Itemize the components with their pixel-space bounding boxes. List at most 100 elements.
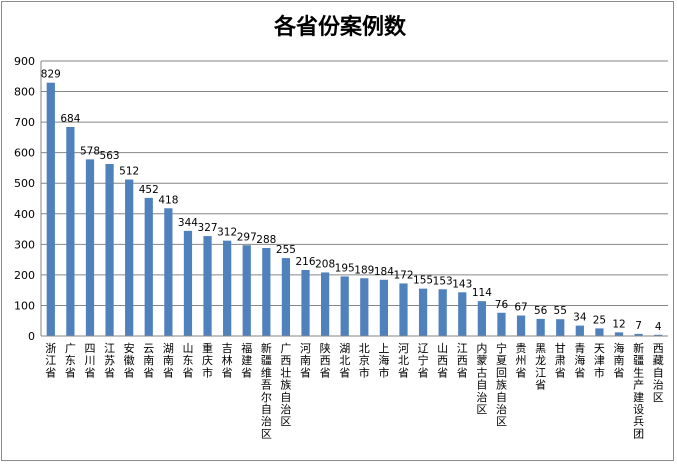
data-label: 172	[393, 269, 413, 281]
bar	[105, 163, 114, 336]
x-tick-label: 山东省	[182, 342, 193, 379]
data-label: 312	[217, 227, 237, 239]
x-tick-label: 山西省	[437, 342, 448, 379]
x-tick-label: 西藏自治区	[653, 342, 664, 404]
bar	[438, 289, 447, 336]
data-label: 297	[237, 231, 257, 243]
data-label: 195	[335, 262, 355, 274]
x-tick-label: 贵州省	[516, 342, 527, 379]
bar	[203, 236, 212, 336]
x-tick-label: 湖南省	[163, 342, 174, 379]
data-label: 153	[433, 275, 453, 287]
x-tick-label: 福建省	[241, 341, 252, 379]
y-tick-label: 600	[14, 147, 35, 160]
bar	[614, 332, 624, 336]
y-tick-label: 700	[14, 116, 35, 129]
y-tick-label: 200	[14, 269, 35, 282]
bar	[458, 292, 467, 336]
data-label: 512	[119, 166, 139, 178]
y-tick-label: 800	[14, 86, 35, 99]
y-tick-label: 0	[28, 330, 35, 343]
data-label: 452	[139, 184, 159, 196]
x-tick-label: 湖北省	[339, 342, 350, 379]
x-tick-label: 广东省	[65, 342, 76, 379]
bar	[262, 248, 271, 336]
x-tick-label: 新疆生产建设兵团	[633, 341, 644, 440]
bar	[536, 318, 545, 336]
bar	[281, 258, 291, 336]
x-tick-label: 上海市	[378, 342, 389, 379]
y-tick-label: 900	[14, 55, 35, 68]
data-label: 418	[158, 194, 178, 206]
data-label: 143	[452, 278, 472, 290]
y-axis-ticks: 0 100 200 300 400 500 600 700 800 900	[14, 55, 35, 343]
bar	[301, 270, 310, 336]
x-tick-label: 北京市	[359, 342, 370, 379]
data-label: 684	[60, 113, 80, 125]
data-label: 155	[413, 275, 433, 287]
data-label: 114	[472, 287, 492, 299]
x-tick-label: 安徽省	[124, 341, 135, 379]
data-label: 578	[80, 145, 100, 157]
data-label: 55	[554, 305, 567, 317]
bar	[556, 319, 565, 336]
data-label: 67	[514, 302, 527, 314]
data-label: 7	[635, 320, 642, 332]
data-label: 563	[100, 150, 120, 162]
x-tick-label: 重庆市	[202, 341, 213, 379]
x-tick-label: 新疆维吾尔自治区	[261, 341, 272, 440]
x-tick-label: 江西省	[457, 342, 468, 379]
bar	[340, 276, 349, 336]
bar	[66, 127, 75, 336]
bar	[125, 179, 134, 336]
data-label: 189	[354, 264, 374, 276]
y-tick-label: 100	[14, 299, 35, 312]
data-label: 208	[315, 258, 335, 270]
bar	[379, 279, 389, 336]
data-label: 327	[198, 222, 218, 234]
x-tick-label: 黑龙江省	[535, 342, 546, 392]
bar	[477, 301, 486, 336]
x-tick-label: 云南省	[143, 342, 154, 379]
data-label: 25	[593, 314, 606, 326]
x-tick-label: 吉林省	[222, 342, 233, 379]
bar	[183, 230, 193, 336]
bar	[360, 278, 369, 336]
bar	[575, 325, 584, 336]
x-tick-label: 江苏省	[104, 342, 115, 379]
bar	[399, 283, 408, 336]
data-label: 255	[276, 244, 296, 256]
x-tick-label: 宁夏回族自治区	[496, 341, 507, 428]
x-tick-label: 内蒙古自治区	[476, 341, 487, 416]
x-tick-label: 广西壮族自治区	[280, 342, 291, 428]
data-label: 12	[612, 318, 625, 330]
x-axis-labels: 浙江省广东省四川省江苏省安徽省云南省湖南省山东省重庆市吉林省福建省新疆维吾尔自治…	[45, 341, 663, 440]
chart-title: 各省份案例数	[273, 14, 407, 40]
x-tick-label: 天津市	[594, 342, 605, 379]
bar	[634, 333, 643, 336]
bar	[654, 334, 663, 336]
data-label: 4	[655, 321, 662, 333]
bar	[164, 208, 173, 336]
data-label: 34	[573, 312, 587, 324]
bar	[144, 197, 153, 336]
bar	[497, 312, 506, 336]
x-tick-label: 辽宁省	[418, 342, 429, 379]
x-tick-label: 河北省	[398, 342, 409, 379]
data-label: 829	[41, 69, 61, 81]
data-label: 76	[495, 299, 509, 311]
bar	[516, 315, 526, 336]
x-tick-label: 四川省	[84, 342, 95, 379]
bar	[223, 240, 232, 336]
x-tick-label: 河南省	[300, 342, 311, 379]
x-tick-label: 青海省	[574, 342, 585, 379]
data-label: 216	[295, 256, 315, 268]
x-tick-label: 浙江省	[45, 342, 56, 379]
x-tick-label: 甘肃省	[555, 342, 566, 379]
bars	[46, 82, 663, 336]
y-tick-label: 500	[14, 177, 35, 190]
bar	[418, 288, 428, 336]
